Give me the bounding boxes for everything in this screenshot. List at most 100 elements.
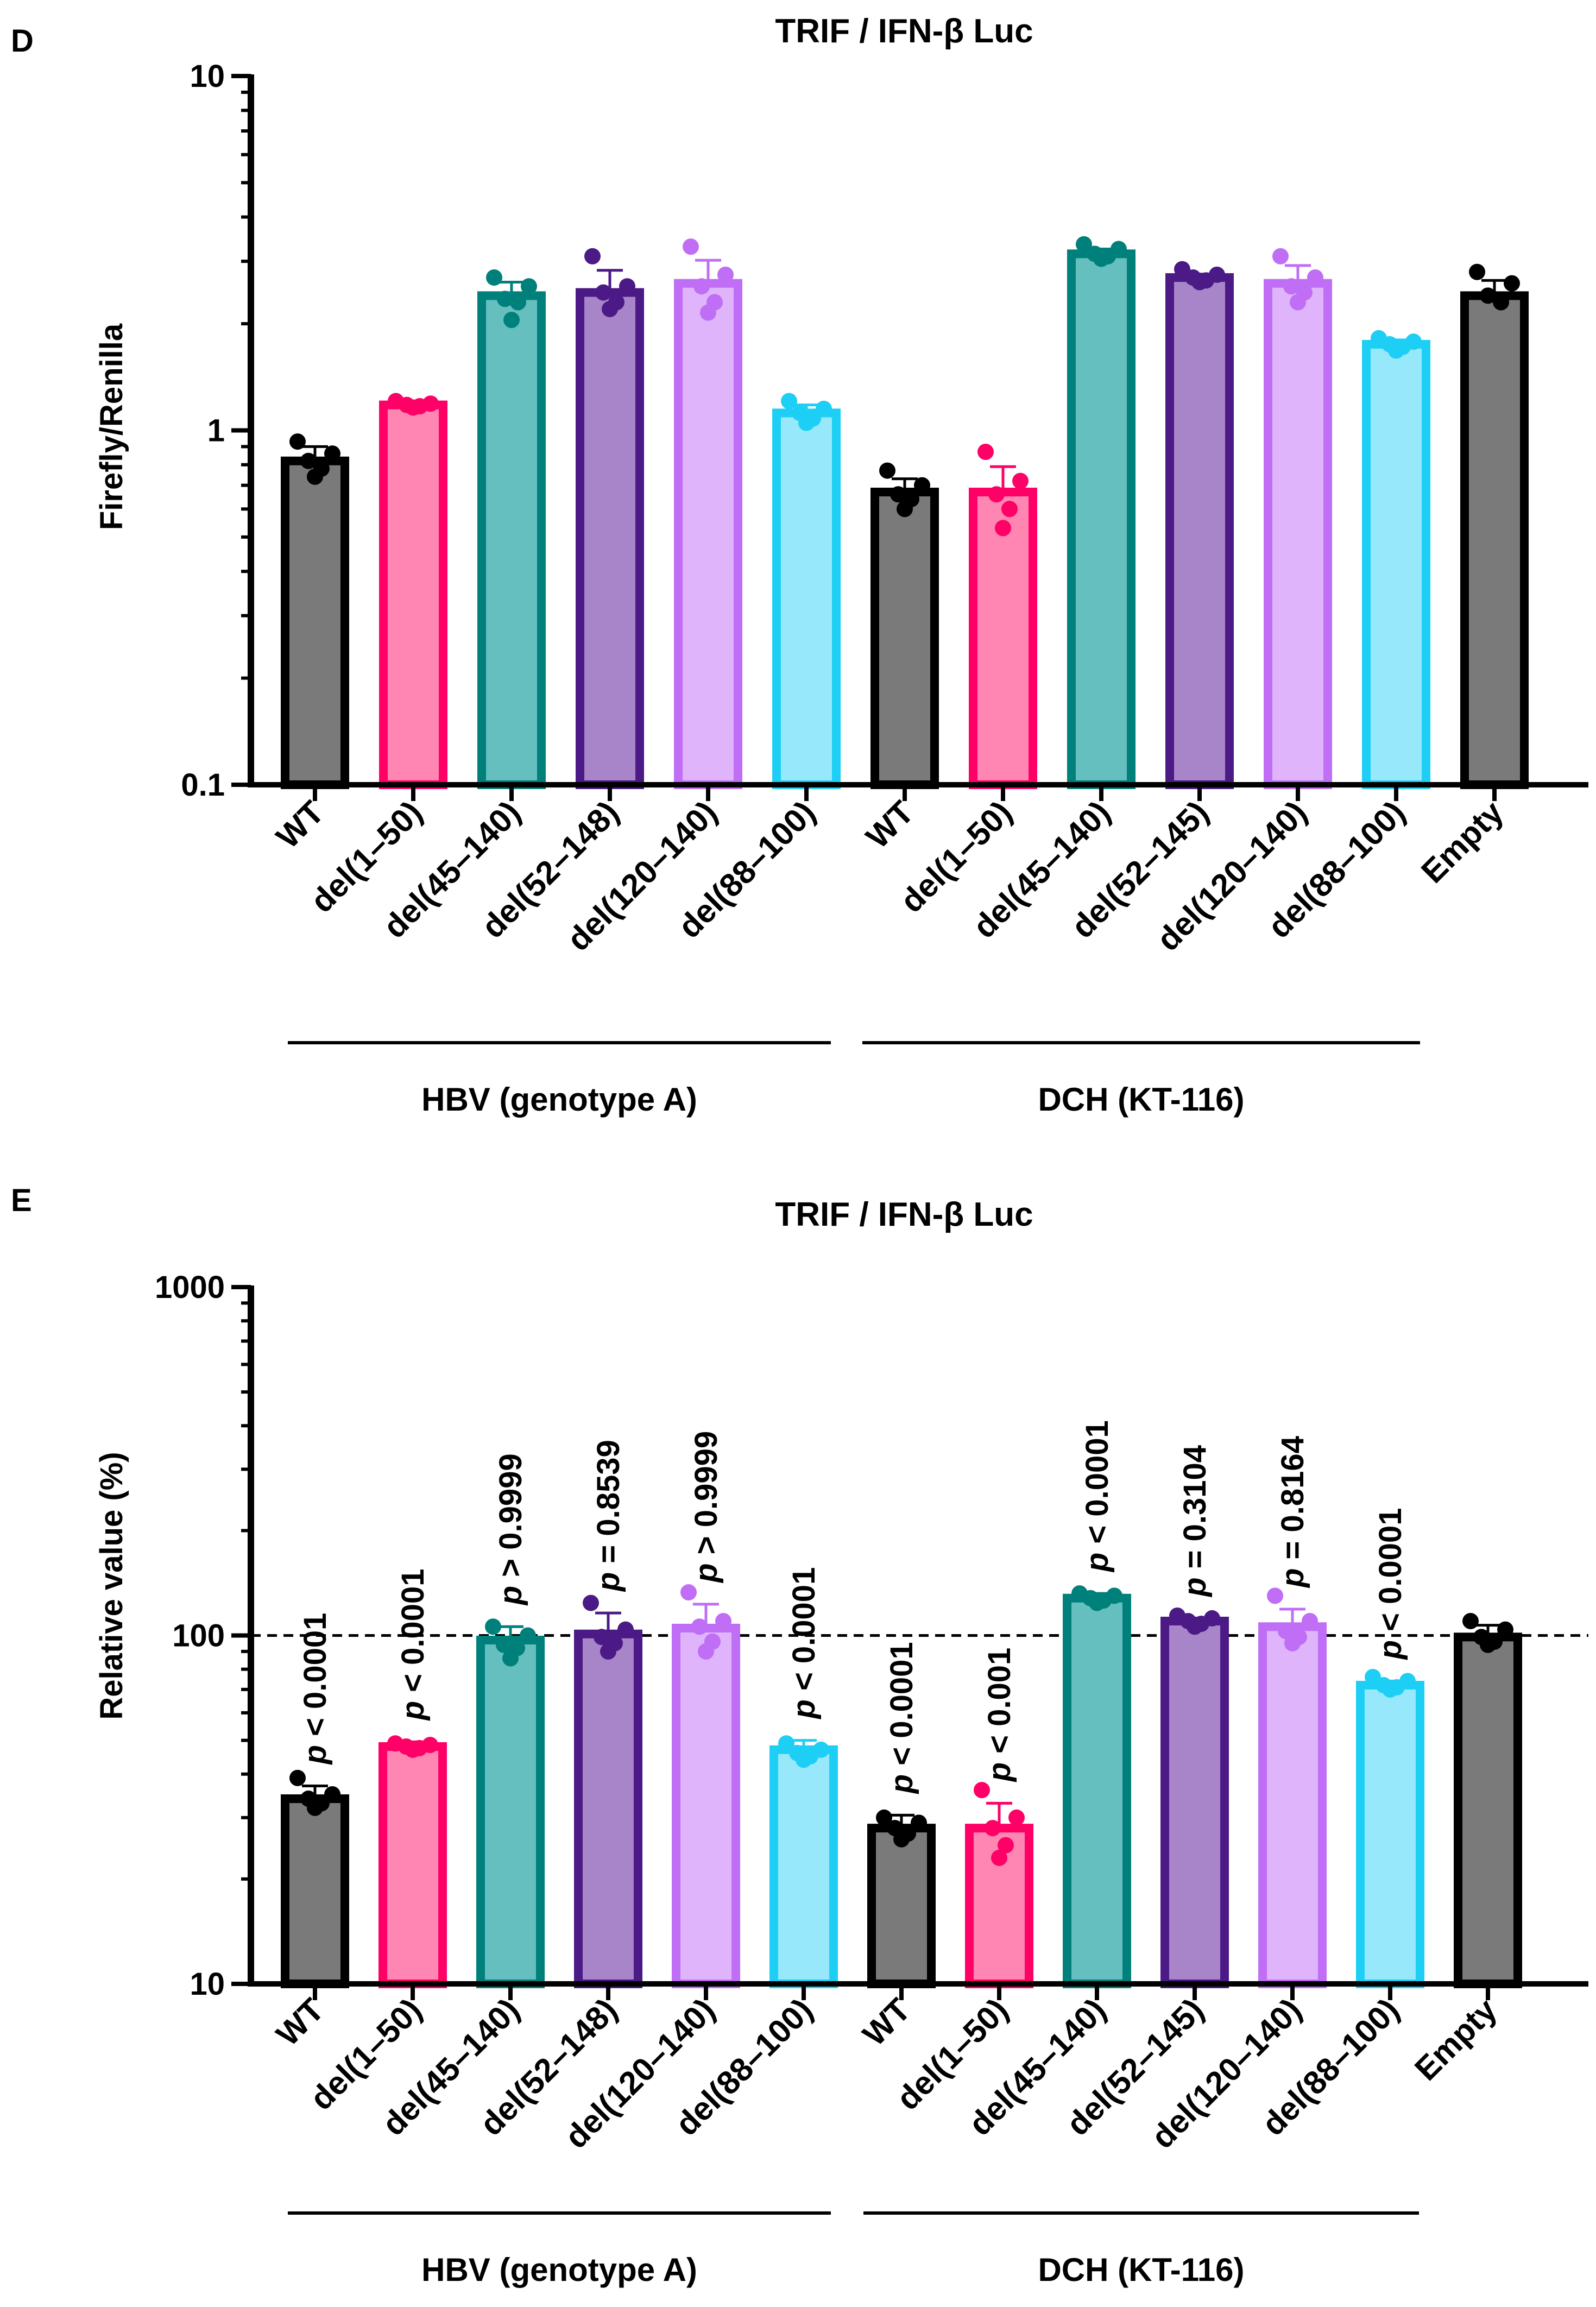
data-point xyxy=(897,501,913,518)
data-point xyxy=(988,486,1005,503)
p-value-label: p < 0.0001 xyxy=(1373,1508,1408,1660)
data-point xyxy=(600,1643,616,1660)
bar-2 xyxy=(379,400,447,789)
data-point xyxy=(879,462,895,479)
p-value-label: p < 0.0001 xyxy=(786,1567,822,1720)
bar-5 xyxy=(674,279,742,789)
bar-12 xyxy=(1356,1681,1424,1989)
p-value-label: p = 0.8164 xyxy=(1275,1436,1310,1589)
data-point xyxy=(289,433,306,450)
data-point xyxy=(324,445,340,462)
data-point xyxy=(998,1837,1014,1854)
data-point xyxy=(594,1629,610,1646)
bar-11 xyxy=(1264,279,1332,789)
data-point xyxy=(1283,278,1299,295)
p-value-label: p > 0.9999 xyxy=(689,1431,724,1584)
group-label: DCH (KT-116) xyxy=(1038,2252,1244,2288)
data-point xyxy=(991,1849,1007,1866)
data-point xyxy=(1089,1594,1105,1611)
data-point xyxy=(1469,263,1485,280)
data-point xyxy=(583,1594,599,1611)
data-point xyxy=(893,1831,910,1848)
data-point xyxy=(1290,294,1306,311)
y-tick-label: 10 xyxy=(190,59,225,94)
panel-e-y-axis-label: Relative value (%) xyxy=(94,1452,129,1719)
data-point xyxy=(1307,269,1323,286)
bar-4 xyxy=(574,1629,642,1988)
data-point xyxy=(300,452,317,469)
bar-4 xyxy=(576,288,644,789)
data-point xyxy=(977,443,994,460)
bar-10 xyxy=(1165,273,1234,789)
error-bar-4 xyxy=(595,1611,621,1634)
data-point xyxy=(1191,274,1208,291)
data-point xyxy=(584,248,601,264)
data-point xyxy=(503,312,520,329)
data-point xyxy=(715,1612,731,1629)
error-bar-11 xyxy=(1285,264,1311,283)
bar-13 xyxy=(1460,291,1529,789)
data-point xyxy=(693,278,710,295)
data-point xyxy=(698,1643,714,1660)
data-point xyxy=(1267,1587,1283,1604)
data-point xyxy=(485,1618,501,1635)
group-label: HBV (genotype A) xyxy=(421,2252,697,2288)
error-bar-8 xyxy=(990,465,1016,492)
x-tick-label: WT xyxy=(856,1991,917,2053)
bar-6 xyxy=(772,408,841,789)
data-point xyxy=(520,1627,536,1644)
data-point xyxy=(1382,1681,1398,1698)
data-point xyxy=(1462,1612,1479,1629)
data-point xyxy=(796,1751,812,1768)
bar-13 xyxy=(1454,1632,1522,1988)
bar-10 xyxy=(1160,1616,1229,1988)
data-point xyxy=(911,1814,927,1831)
data-point xyxy=(1076,236,1092,253)
bar-7 xyxy=(867,1824,936,1989)
data-point xyxy=(781,393,797,409)
data-point xyxy=(307,1799,323,1816)
panel-e-title: TRIF / IFN-β Luc xyxy=(775,1196,1033,1233)
data-point xyxy=(497,291,513,307)
data-point xyxy=(876,1809,892,1826)
data-point xyxy=(510,294,526,311)
data-point xyxy=(985,1820,1001,1837)
group-label: HBV (genotype A) xyxy=(421,1081,697,1118)
data-point xyxy=(995,520,1011,537)
x-tick-label: WT xyxy=(269,794,331,855)
data-point xyxy=(700,304,716,321)
data-point xyxy=(778,1735,794,1752)
data-point xyxy=(405,1741,421,1758)
data-point xyxy=(1480,1636,1496,1653)
x-tick-label: Empty xyxy=(1408,1991,1504,2087)
panel-e: E TRIF / IFN-β Luc Relative value (%) 10… xyxy=(11,1183,1588,2288)
p-value-label: p < 0.0001 xyxy=(395,1568,431,1721)
data-point xyxy=(617,1621,634,1638)
data-point xyxy=(1388,342,1404,359)
data-point xyxy=(324,1786,340,1802)
bar-6 xyxy=(769,1745,838,1988)
p-value-label: p < 0.001 xyxy=(982,1648,1017,1783)
data-point xyxy=(602,301,618,318)
error-bar-11 xyxy=(1279,1608,1305,1627)
bar-3 xyxy=(477,291,546,789)
data-point xyxy=(1272,248,1289,264)
p-value-label: p < 0.0001 xyxy=(884,1642,919,1794)
data-point xyxy=(307,468,323,485)
data-point xyxy=(486,269,502,286)
p-value-label: p > 0.9999 xyxy=(493,1453,528,1606)
data-point xyxy=(798,414,815,431)
data-point xyxy=(502,1650,519,1667)
data-point xyxy=(1012,472,1029,489)
data-point xyxy=(683,238,699,255)
data-point xyxy=(691,1618,708,1635)
panel-d-y-axis-label: Firefly/Renilla xyxy=(94,323,129,530)
panel-e-letter: E xyxy=(11,1183,32,1218)
data-point xyxy=(1497,1621,1513,1638)
bar-12 xyxy=(1362,339,1430,789)
data-point xyxy=(289,1769,306,1786)
bar-1 xyxy=(281,1794,349,1989)
bar-2 xyxy=(379,1742,447,1988)
error-bar-5 xyxy=(695,259,721,283)
p-value-label: p = 0.8539 xyxy=(591,1440,626,1592)
